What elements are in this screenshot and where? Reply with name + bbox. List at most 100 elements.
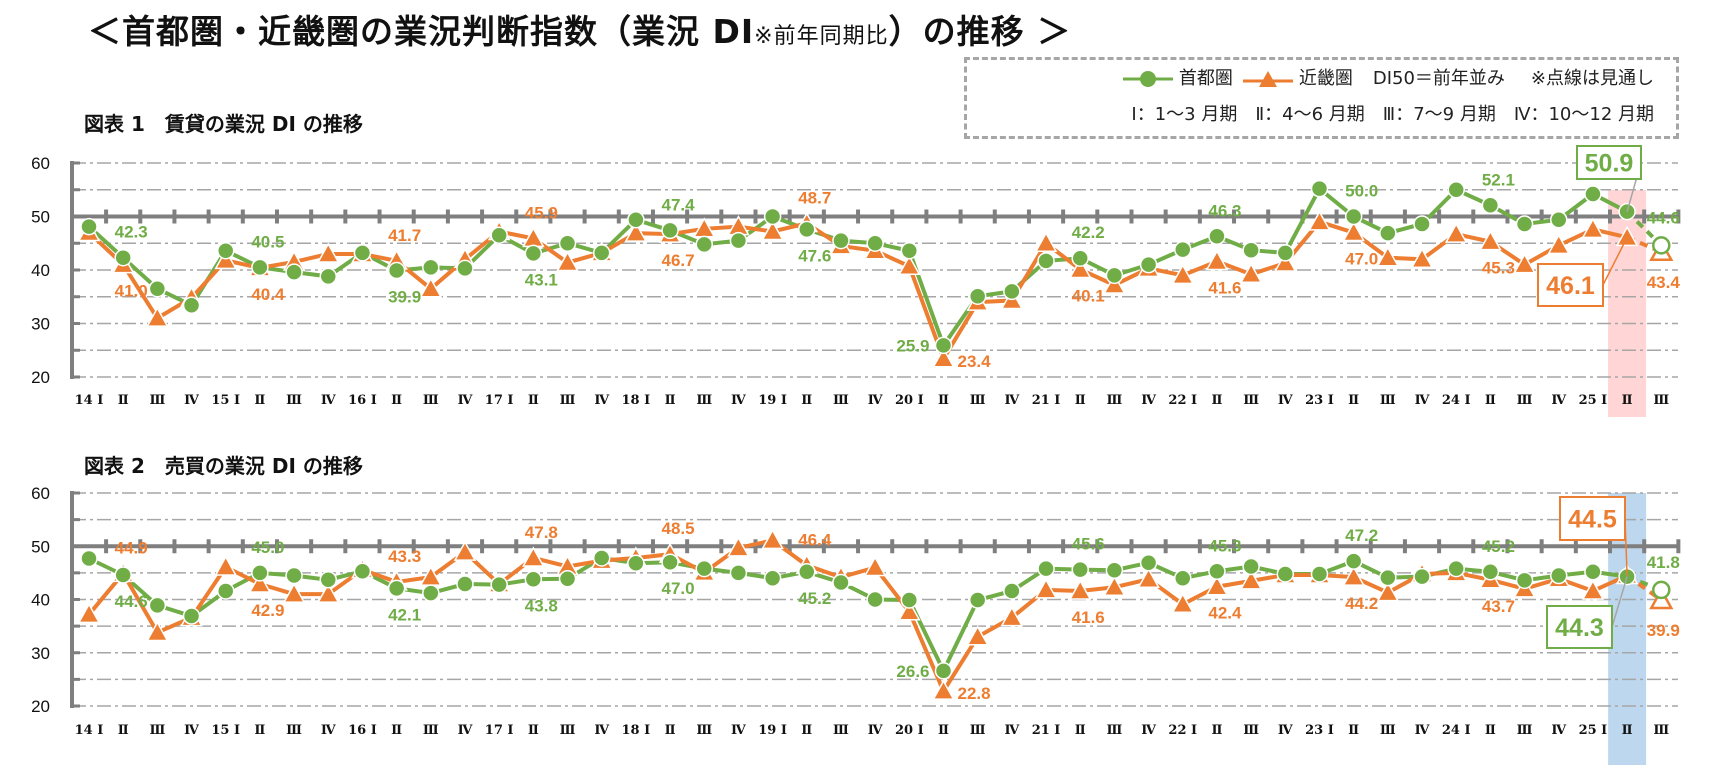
series1-point: [866, 234, 884, 252]
series1-point: [1071, 249, 1089, 267]
x-tick-label: 23 Ⅰ: [1305, 393, 1334, 408]
legend-note-di50: DI50＝前年並み: [1372, 68, 1505, 89]
series2-point: [556, 250, 579, 272]
data-label-series1: 43.1: [525, 270, 558, 289]
callout-box-series2: [1537, 263, 1604, 307]
legend-note-forecast: ※点線は見通し: [1530, 68, 1654, 89]
x-tick-label: Ⅳ: [594, 723, 609, 738]
data-label-series1: 47.6: [798, 246, 831, 265]
forecast-label-series1: 41.8: [1647, 553, 1680, 572]
series2-point: [932, 679, 955, 700]
series1-point: [1481, 563, 1500, 581]
series1-point: [1652, 236, 1671, 255]
x-tick-label: Ⅲ: [833, 723, 849, 738]
y-tick-label: 50: [31, 208, 50, 227]
series2-point: [214, 555, 237, 576]
x-tick-label: Ⅱ: [528, 393, 539, 408]
series1-point: [798, 563, 816, 581]
x-tick-label: Ⅳ: [1551, 723, 1566, 738]
x-tick-label: Ⅱ: [801, 393, 812, 408]
series1-point: [661, 553, 679, 571]
data-label-series2: 46.4: [798, 530, 832, 549]
series1-point: [900, 591, 919, 609]
series1-point: [763, 207, 782, 226]
series1-point: [592, 244, 611, 262]
series2-point: [77, 602, 101, 624]
series1-point: [422, 584, 440, 602]
x-tick-label: Ⅳ: [731, 723, 746, 738]
series1-point: [1379, 224, 1397, 242]
x-tick-label: Ⅱ: [528, 723, 539, 738]
x-tick-label: Ⅲ: [1243, 393, 1259, 408]
x-tick-label: Ⅲ: [696, 723, 712, 738]
series2-point: [966, 625, 989, 646]
x-tick-label: Ⅱ: [1075, 393, 1086, 408]
series1-point: [1447, 181, 1465, 199]
series1-point: [148, 279, 167, 298]
data-label-series1: 45.6: [1072, 535, 1105, 554]
series2-point: [1581, 217, 1605, 239]
series2-point: [727, 536, 750, 557]
series1-point: [798, 220, 816, 239]
y-tick-label: 40: [31, 591, 50, 610]
series1-point: [251, 258, 269, 277]
series1-point: [1174, 240, 1192, 259]
x-tick-label: Ⅳ: [868, 723, 883, 738]
data-label-series2: 41.6: [1208, 278, 1241, 297]
data-label-series2: 23.4: [958, 352, 992, 371]
series2-point: [1034, 231, 1058, 252]
series1-point: [1208, 562, 1226, 581]
data-label-series2: 45.9: [525, 203, 558, 222]
x-tick-label: Ⅲ: [1517, 393, 1533, 408]
series1-point: [285, 263, 303, 281]
series1-point: [353, 562, 372, 581]
x-tick-label: 24 Ⅰ: [1442, 723, 1471, 738]
series1-point: [558, 234, 577, 252]
series1-point: [832, 231, 850, 250]
x-tick-label: Ⅳ: [1415, 393, 1430, 408]
x-tick-label: Ⅲ: [423, 723, 439, 738]
series2-point: [1239, 569, 1263, 590]
y-tick-label: 60: [31, 484, 50, 503]
x-tick-label: Ⅳ: [458, 393, 473, 408]
series1-point: [1515, 571, 1534, 590]
x-tick-label: Ⅲ: [1106, 723, 1122, 738]
series1-point: [148, 596, 167, 615]
x-tick-label: 25 Ⅰ: [1579, 393, 1608, 408]
chart-1: 20 30 40 50 60 14 Ⅰ Ⅱ Ⅲ Ⅳ 15 Ⅰ Ⅱ Ⅲ Ⅳ 16 Ⅰ Ⅱ Ⅲ Ⅳ 17 Ⅰ Ⅱ Ⅲ Ⅳ 18…: [31, 145, 1681, 417]
series1-point: [763, 569, 782, 587]
data-label-series1: 46.3: [1208, 201, 1241, 220]
x-tick-label: Ⅲ: [286, 393, 302, 408]
series2-point: [1376, 246, 1400, 267]
series1-point: [832, 573, 850, 592]
series1-point: [1105, 561, 1124, 579]
series1-point: [558, 569, 577, 588]
x-tick-label: Ⅲ: [423, 393, 439, 408]
series-line-2: [87, 538, 1628, 696]
x-tick-label: 16 Ⅰ: [348, 723, 377, 738]
series1-point: [1447, 559, 1465, 578]
data-label-series2: 44.9: [115, 538, 148, 557]
x-tick-label: Ⅱ: [665, 723, 676, 738]
x-tick-label: Ⅱ: [1622, 393, 1633, 408]
series2-point: [419, 277, 443, 298]
data-label-series2: 43.3: [388, 547, 421, 566]
series1-point: [1105, 266, 1124, 285]
series2-point: [1274, 251, 1297, 272]
series1-point: [934, 662, 953, 680]
series1-point: [1037, 559, 1055, 578]
x-tick-label: 17 Ⅰ: [485, 723, 514, 738]
series1-point: [251, 564, 269, 582]
series1-point: [1139, 554, 1158, 572]
series1-point: [695, 235, 713, 254]
series2-point: [1342, 221, 1365, 242]
series1-point: [422, 258, 440, 277]
data-label-series1: 45.2: [1482, 537, 1515, 556]
x-tick-label: 19 Ⅰ: [758, 723, 787, 738]
series2-point: [316, 242, 340, 263]
page-title: ＜首都圏・近畿圏の業況判断指数（業況 DI※前年同期比）の推移 ＞: [88, 12, 1072, 51]
series1-point: [1344, 207, 1363, 226]
x-tick-label: Ⅳ: [458, 723, 473, 738]
series1-point: [1413, 215, 1431, 233]
series1-point: [1310, 179, 1329, 198]
